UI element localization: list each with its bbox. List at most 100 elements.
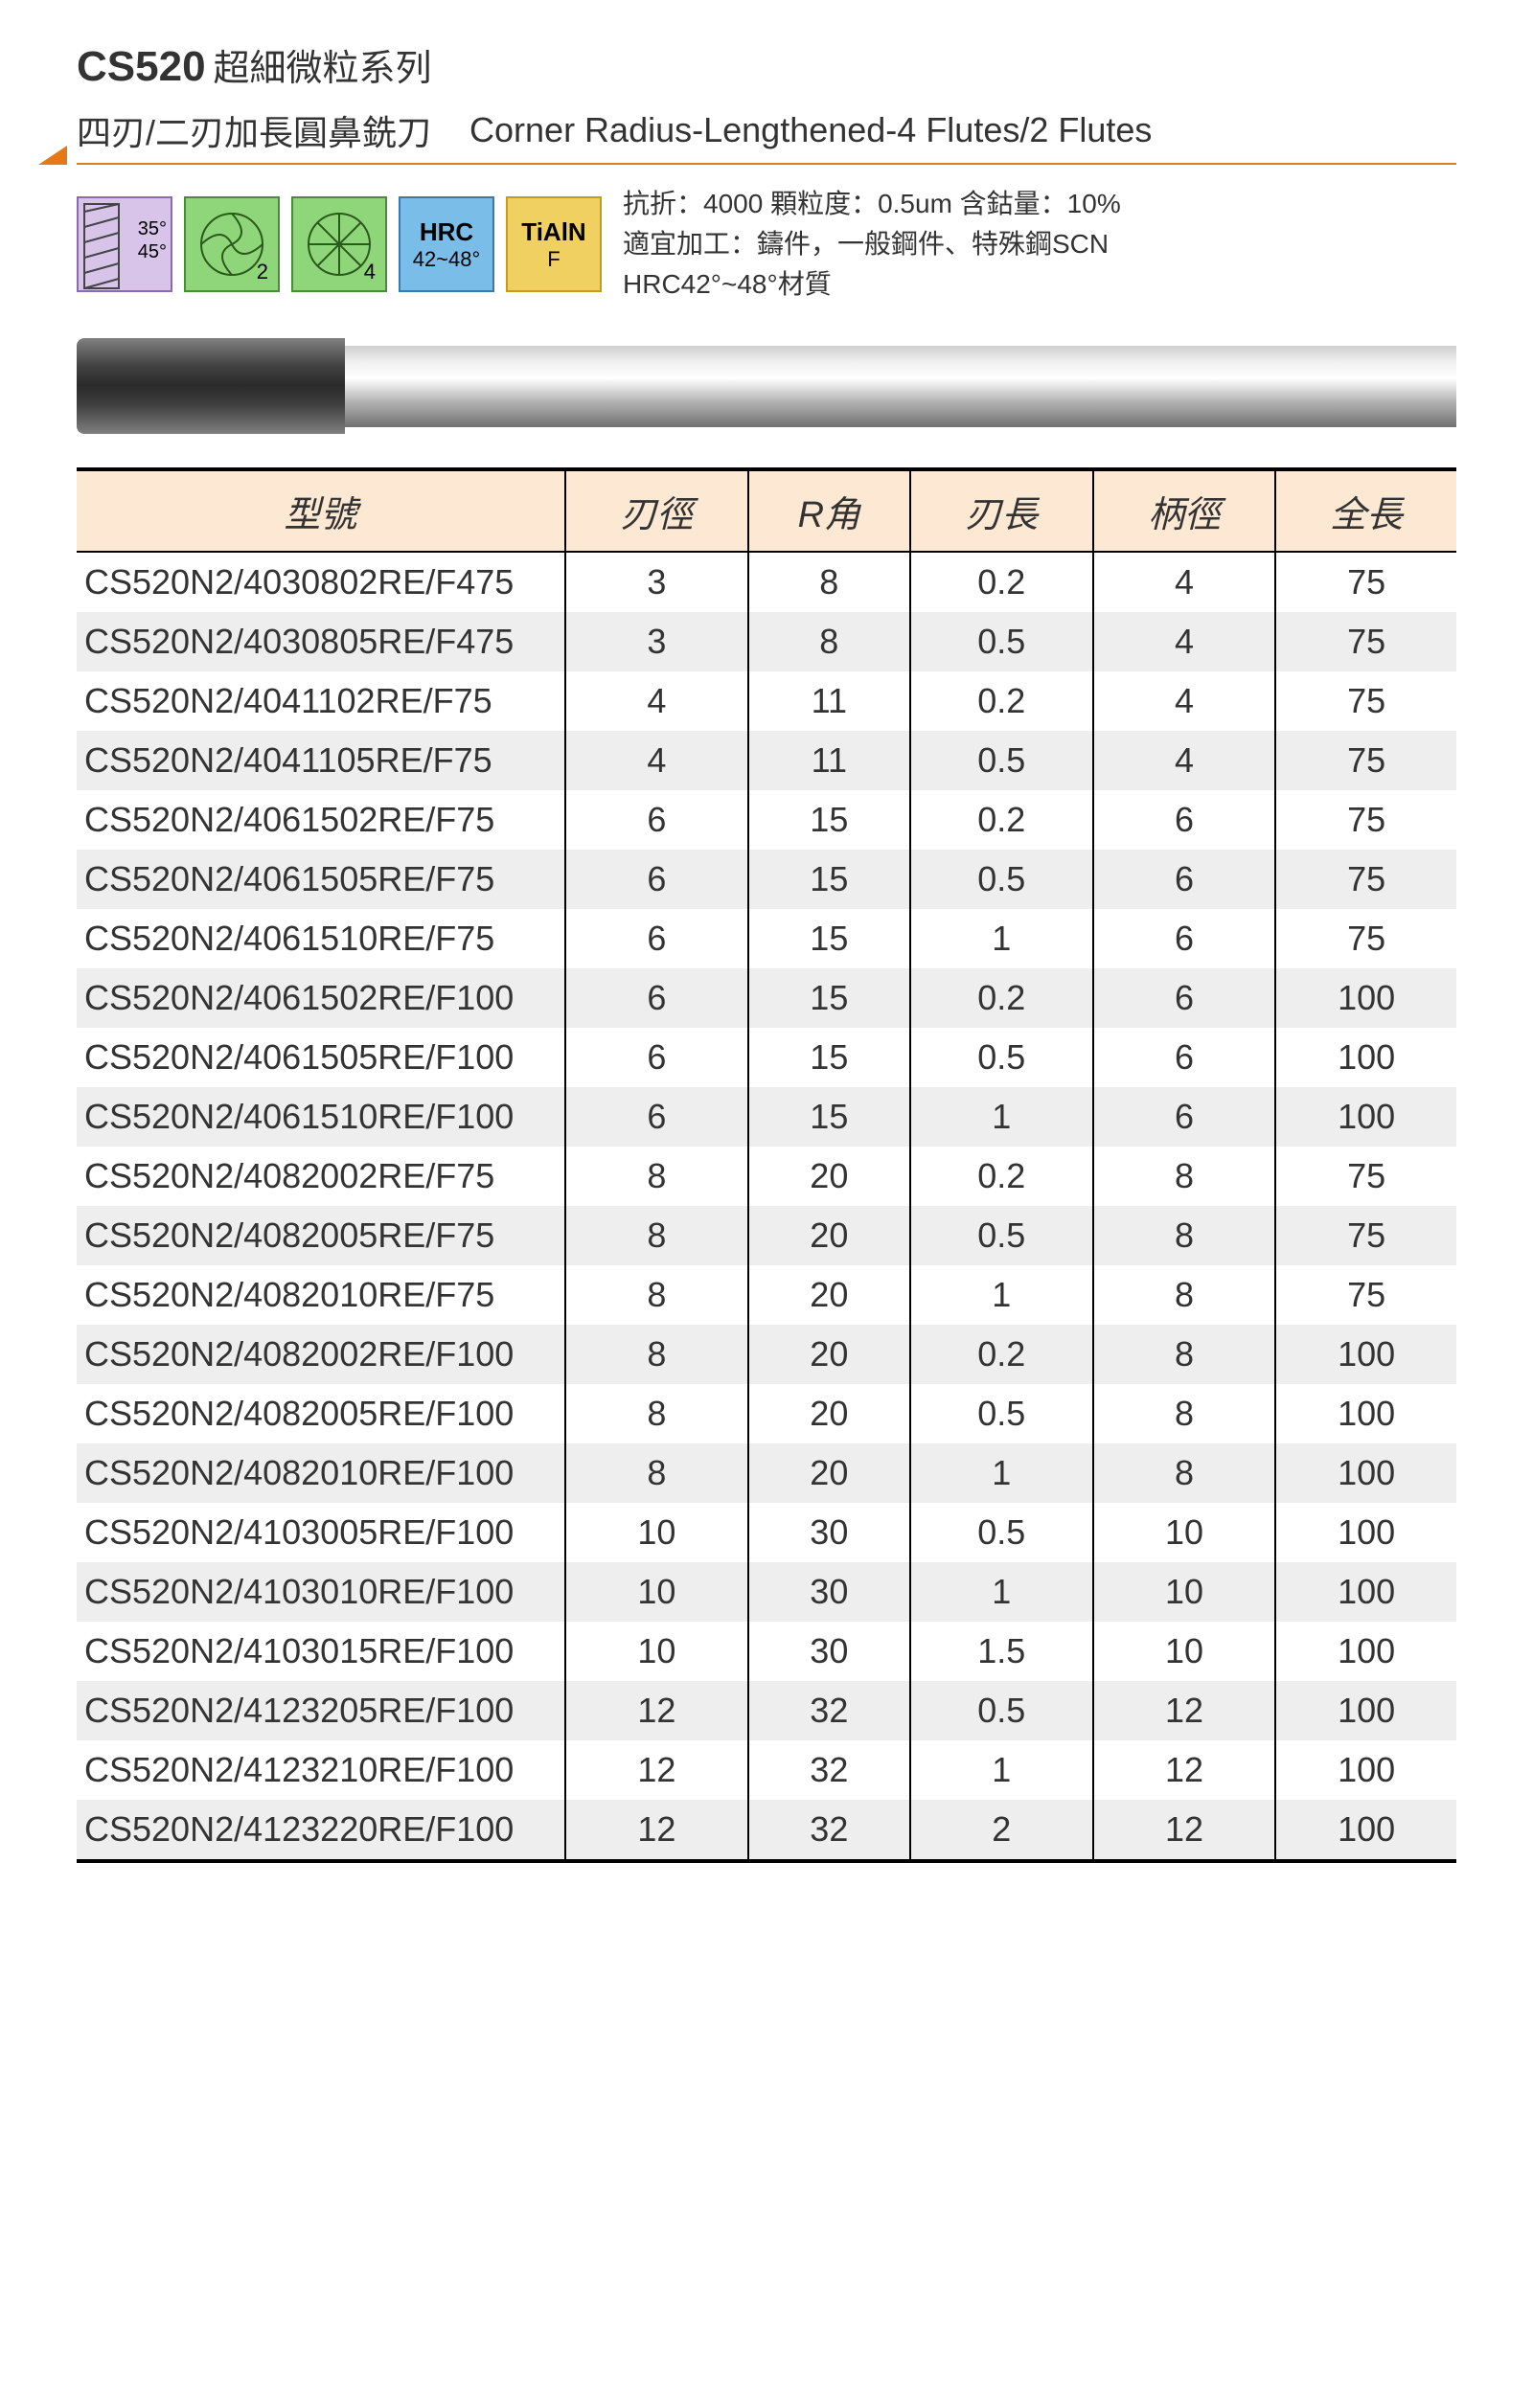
table-cell: CS520N2/4030802RE/F475 <box>77 552 565 612</box>
table-cell: 6 <box>1093 1028 1276 1087</box>
table-cell: 100 <box>1275 1622 1456 1681</box>
table-cell: CS520N2/4041105RE/F75 <box>77 731 565 790</box>
table-cell: 75 <box>1275 850 1456 909</box>
table-cell: 32 <box>748 1800 910 1861</box>
table-cell: 4 <box>1093 731 1276 790</box>
table-cell: 0.5 <box>910 612 1093 671</box>
table-cell: 2 <box>910 1800 1093 1861</box>
table-cell: 100 <box>1275 1800 1456 1861</box>
table-row: CS520N2/4061510RE/F756151675 <box>77 909 1456 968</box>
table-cell: 1 <box>910 1087 1093 1147</box>
table-cell: CS520N2/4061502RE/F100 <box>77 968 565 1028</box>
table-row: CS520N2/4082010RE/F10082018100 <box>77 1443 1456 1503</box>
hrc-range: 42~48° <box>413 247 481 272</box>
table-row: CS520N2/4061502RE/F1006150.26100 <box>77 968 1456 1028</box>
table-cell: CS520N2/4061505RE/F100 <box>77 1028 565 1087</box>
subtitle-chinese: 四刃/二刃加長圓鼻銑刀 <box>77 105 431 155</box>
table-cell: 100 <box>1275 1087 1456 1147</box>
table-cell: 15 <box>748 850 910 909</box>
tool-image <box>77 324 1456 448</box>
table-cell: 20 <box>748 1147 910 1206</box>
table-cell: 4 <box>1093 671 1276 731</box>
table-row: CS520N2/4082005RE/F1008200.58100 <box>77 1384 1456 1443</box>
spec-text: 抗折：4000 顆粒度：0.5um 含鈷量：10% 適宜加工：鑄件，一般鋼件、特… <box>623 184 1121 305</box>
table-row: CS520N2/4103015RE/F10010301.510100 <box>77 1622 1456 1681</box>
table-cell: 15 <box>748 1087 910 1147</box>
table-cell: CS520N2/4103015RE/F100 <box>77 1622 565 1681</box>
table-row: CS520N2/4123220RE/F1001232212100 <box>77 1800 1456 1861</box>
table-cell: CS520N2/4061510RE/F75 <box>77 909 565 968</box>
table-cell: 0.2 <box>910 968 1093 1028</box>
table-body: CS520N2/4030802RE/F475380.2475CS520N2/40… <box>77 552 1456 1861</box>
table-row: CS520N2/4030802RE/F475380.2475 <box>77 552 1456 612</box>
spec-line-3: HRC42°~48°材質 <box>623 264 1121 305</box>
table-cell: 6 <box>1093 790 1276 850</box>
arrow-icon <box>38 146 67 165</box>
subtitle-english: Corner Radius-Lengthened-4 Flutes/2 Flut… <box>469 110 1152 150</box>
table-cell: 12 <box>565 1681 748 1740</box>
table-cell: 0.2 <box>910 790 1093 850</box>
table-cell: 100 <box>1275 1503 1456 1562</box>
flute-2-icon <box>198 211 265 278</box>
table-cell: 12 <box>1093 1681 1276 1740</box>
helix-icon <box>80 200 128 292</box>
table-cell: CS520N2/4123220RE/F100 <box>77 1800 565 1861</box>
table-cell: 6 <box>565 1087 748 1147</box>
table-cell: 8 <box>748 612 910 671</box>
col-flute-length: 刃長 <box>910 469 1093 552</box>
table-cell: 10 <box>1093 1503 1276 1562</box>
table-cell: 8 <box>1093 1206 1276 1265</box>
table-cell: 32 <box>748 1740 910 1800</box>
table-row: CS520N2/4123210RE/F1001232112100 <box>77 1740 1456 1800</box>
table-cell: 1 <box>910 1562 1093 1622</box>
table-cell: CS520N2/4082002RE/F100 <box>77 1325 565 1384</box>
table-cell: 20 <box>748 1384 910 1443</box>
table-cell: 20 <box>748 1443 910 1503</box>
helix-angle-icon: 35° 45° <box>77 196 172 292</box>
table-cell: 8 <box>1093 1147 1276 1206</box>
table-cell: 8 <box>1093 1325 1276 1384</box>
table-row: CS520N2/4082002RE/F758200.2875 <box>77 1147 1456 1206</box>
header-area: CS520 超細微粒系列 四刃/二刃加長圓鼻銑刀 Corner Radius-L… <box>77 38 1456 165</box>
table-cell: 4 <box>1093 612 1276 671</box>
table-cell: 10 <box>565 1562 748 1622</box>
table-row: CS520N2/4103010RE/F1001030110100 <box>77 1562 1456 1622</box>
table-cell: 12 <box>1093 1800 1276 1861</box>
tool-flute <box>77 338 345 434</box>
table-cell: CS520N2/4061510RE/F100 <box>77 1087 565 1147</box>
table-cell: CS520N2/4061505RE/F75 <box>77 850 565 909</box>
spec-line-2: 適宜加工：鑄件，一般鋼件、特殊鋼SCN <box>623 224 1121 264</box>
table-row: CS520N2/4061505RE/F756150.5675 <box>77 850 1456 909</box>
table-cell: 0.5 <box>910 1206 1093 1265</box>
table-cell: 100 <box>1275 1562 1456 1622</box>
table-cell: 32 <box>748 1681 910 1740</box>
tool-shank <box>345 346 1456 427</box>
table-header-row: 型號 刃徑 R角 刃長 柄徑 全長 <box>77 469 1456 552</box>
series-code: CS520 <box>77 43 206 91</box>
table-cell: 8 <box>565 1206 748 1265</box>
table-cell: CS520N2/4123210RE/F100 <box>77 1740 565 1800</box>
table-cell: 4 <box>565 731 748 790</box>
table-cell: 11 <box>748 671 910 731</box>
table-cell: CS520N2/4082005RE/F75 <box>77 1206 565 1265</box>
table-cell: 30 <box>748 1503 910 1562</box>
table-cell: 30 <box>748 1622 910 1681</box>
table-row: CS520N2/4061510RE/F10061516100 <box>77 1087 1456 1147</box>
table-cell: 0.5 <box>910 731 1093 790</box>
table-cell: 75 <box>1275 1265 1456 1325</box>
table-cell: 15 <box>748 909 910 968</box>
spec-table: 型號 刃徑 R角 刃長 柄徑 全長 CS520N2/4030802RE/F475… <box>77 467 1456 1863</box>
subtitle-row: 四刃/二刃加長圓鼻銑刀 Corner Radius-Lengthened-4 F… <box>77 105 1456 165</box>
table-row: CS520N2/4061505RE/F1006150.56100 <box>77 1028 1456 1087</box>
col-overall: 全長 <box>1275 469 1456 552</box>
table-cell: 8 <box>565 1147 748 1206</box>
table-cell: 3 <box>565 552 748 612</box>
table-cell: 0.5 <box>910 1384 1093 1443</box>
helix-angle-text: 35° 45° <box>138 217 167 263</box>
table-cell: 8 <box>1093 1265 1276 1325</box>
table-cell: 75 <box>1275 552 1456 612</box>
table-cell: 75 <box>1275 909 1456 968</box>
table-cell: 75 <box>1275 1147 1456 1206</box>
table-row: CS520N2/4030805RE/F475380.5475 <box>77 612 1456 671</box>
table-cell: 75 <box>1275 671 1456 731</box>
